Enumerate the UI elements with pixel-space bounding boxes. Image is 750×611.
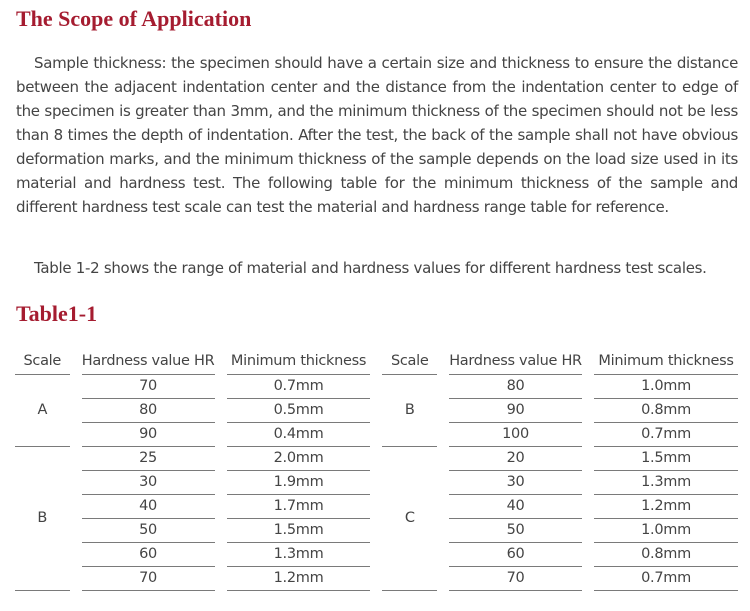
min-thickness-cell: 0.7mm <box>226 375 371 399</box>
table-row: 60 1.3mm 60 0.8mm <box>15 543 738 567</box>
hardness-cell: 60 <box>449 543 583 567</box>
scale-cell: B <box>382 375 437 447</box>
hardness-cell: 25 <box>81 447 215 471</box>
hardness-cell: 40 <box>81 495 215 519</box>
hardness-cell: 100 <box>449 423 583 447</box>
min-thickness-cell: 1.3mm <box>594 471 738 495</box>
hardness-cell: 70 <box>449 567 583 591</box>
hardness-table: Scale Hardness value HR Minimum thicknes… <box>3 349 750 591</box>
min-thickness-cell: 1.5mm <box>594 447 738 471</box>
table-row: 30 1.9mm 30 1.3mm <box>15 471 738 495</box>
paragraph-sample-thickness: Sample thickness: the specimen should ha… <box>16 54 738 216</box>
hardness-cell: 40 <box>449 495 583 519</box>
table-row: 70 1.2mm 70 0.7mm <box>15 567 738 591</box>
hardness-cell: 50 <box>81 519 215 543</box>
header-hardness: Hardness value HR <box>81 349 215 375</box>
min-thickness-cell: 1.2mm <box>226 567 371 591</box>
min-thickness-cell: 1.0mm <box>594 375 738 399</box>
min-thickness-cell: 1.9mm <box>226 471 371 495</box>
hardness-cell: 30 <box>449 471 583 495</box>
min-thickness-cell: 0.7mm <box>594 423 738 447</box>
table-row: B 25 2.0mm C 20 1.5mm <box>15 447 738 591</box>
scale-cell: B <box>15 447 70 591</box>
min-thickness-cell: 0.4mm <box>226 423 371 447</box>
min-thickness-cell: 1.0mm <box>594 519 738 543</box>
min-thickness-cell: 1.3mm <box>226 543 371 567</box>
min-thickness-cell: 2.0mm <box>226 447 371 471</box>
hardness-cell: 50 <box>449 519 583 543</box>
hardness-cell: 80 <box>449 375 583 399</box>
min-thickness-cell: 0.5mm <box>226 399 371 423</box>
min-thickness-cell: 0.8mm <box>594 543 738 567</box>
page-title: The Scope of Application <box>16 6 252 31</box>
min-thickness-cell: 0.8mm <box>594 399 738 423</box>
hardness-cell: 90 <box>81 423 215 447</box>
hardness-cell: 80 <box>81 399 215 423</box>
hardness-cell: 70 <box>81 375 215 399</box>
hardness-cell: 20 <box>449 447 583 471</box>
hardness-cell: 60 <box>81 543 215 567</box>
table-row: A 70 0.7mm B 80 1.0mm <box>15 375 738 447</box>
hardness-cell: 70 <box>81 567 215 591</box>
min-thickness-cell: 0.7mm <box>594 567 738 591</box>
hardness-cell: 30 <box>81 471 215 495</box>
table-row: 80 0.5mm 90 0.8mm <box>15 399 738 423</box>
min-thickness-cell: 1.7mm <box>226 495 371 519</box>
header-scale: Scale <box>382 349 437 375</box>
table-row: 50 1.5mm 50 1.0mm <box>15 519 738 543</box>
table-header-row: Scale Hardness value HR Minimum thicknes… <box>15 349 738 375</box>
header-hardness: Hardness value HR <box>449 349 582 375</box>
header-min-thickness: Minimum thickness <box>226 349 371 375</box>
table-title: Table1-1 <box>16 301 98 326</box>
header-min-thickness: Minimum thickness <box>594 349 738 375</box>
paragraph-table-note: Table 1-2 shows the range of material an… <box>34 259 707 277</box>
min-thickness-cell: 1.5mm <box>226 519 371 543</box>
table-row: 40 1.7mm 40 1.2mm <box>15 495 738 519</box>
table-row: 90 0.4mm 100 0.7mm <box>15 423 738 447</box>
scale-cell: C <box>382 447 437 591</box>
hardness-cell: 90 <box>449 399 583 423</box>
header-scale: Scale <box>15 349 70 375</box>
scale-cell: A <box>15 375 70 447</box>
min-thickness-cell: 1.2mm <box>594 495 738 519</box>
